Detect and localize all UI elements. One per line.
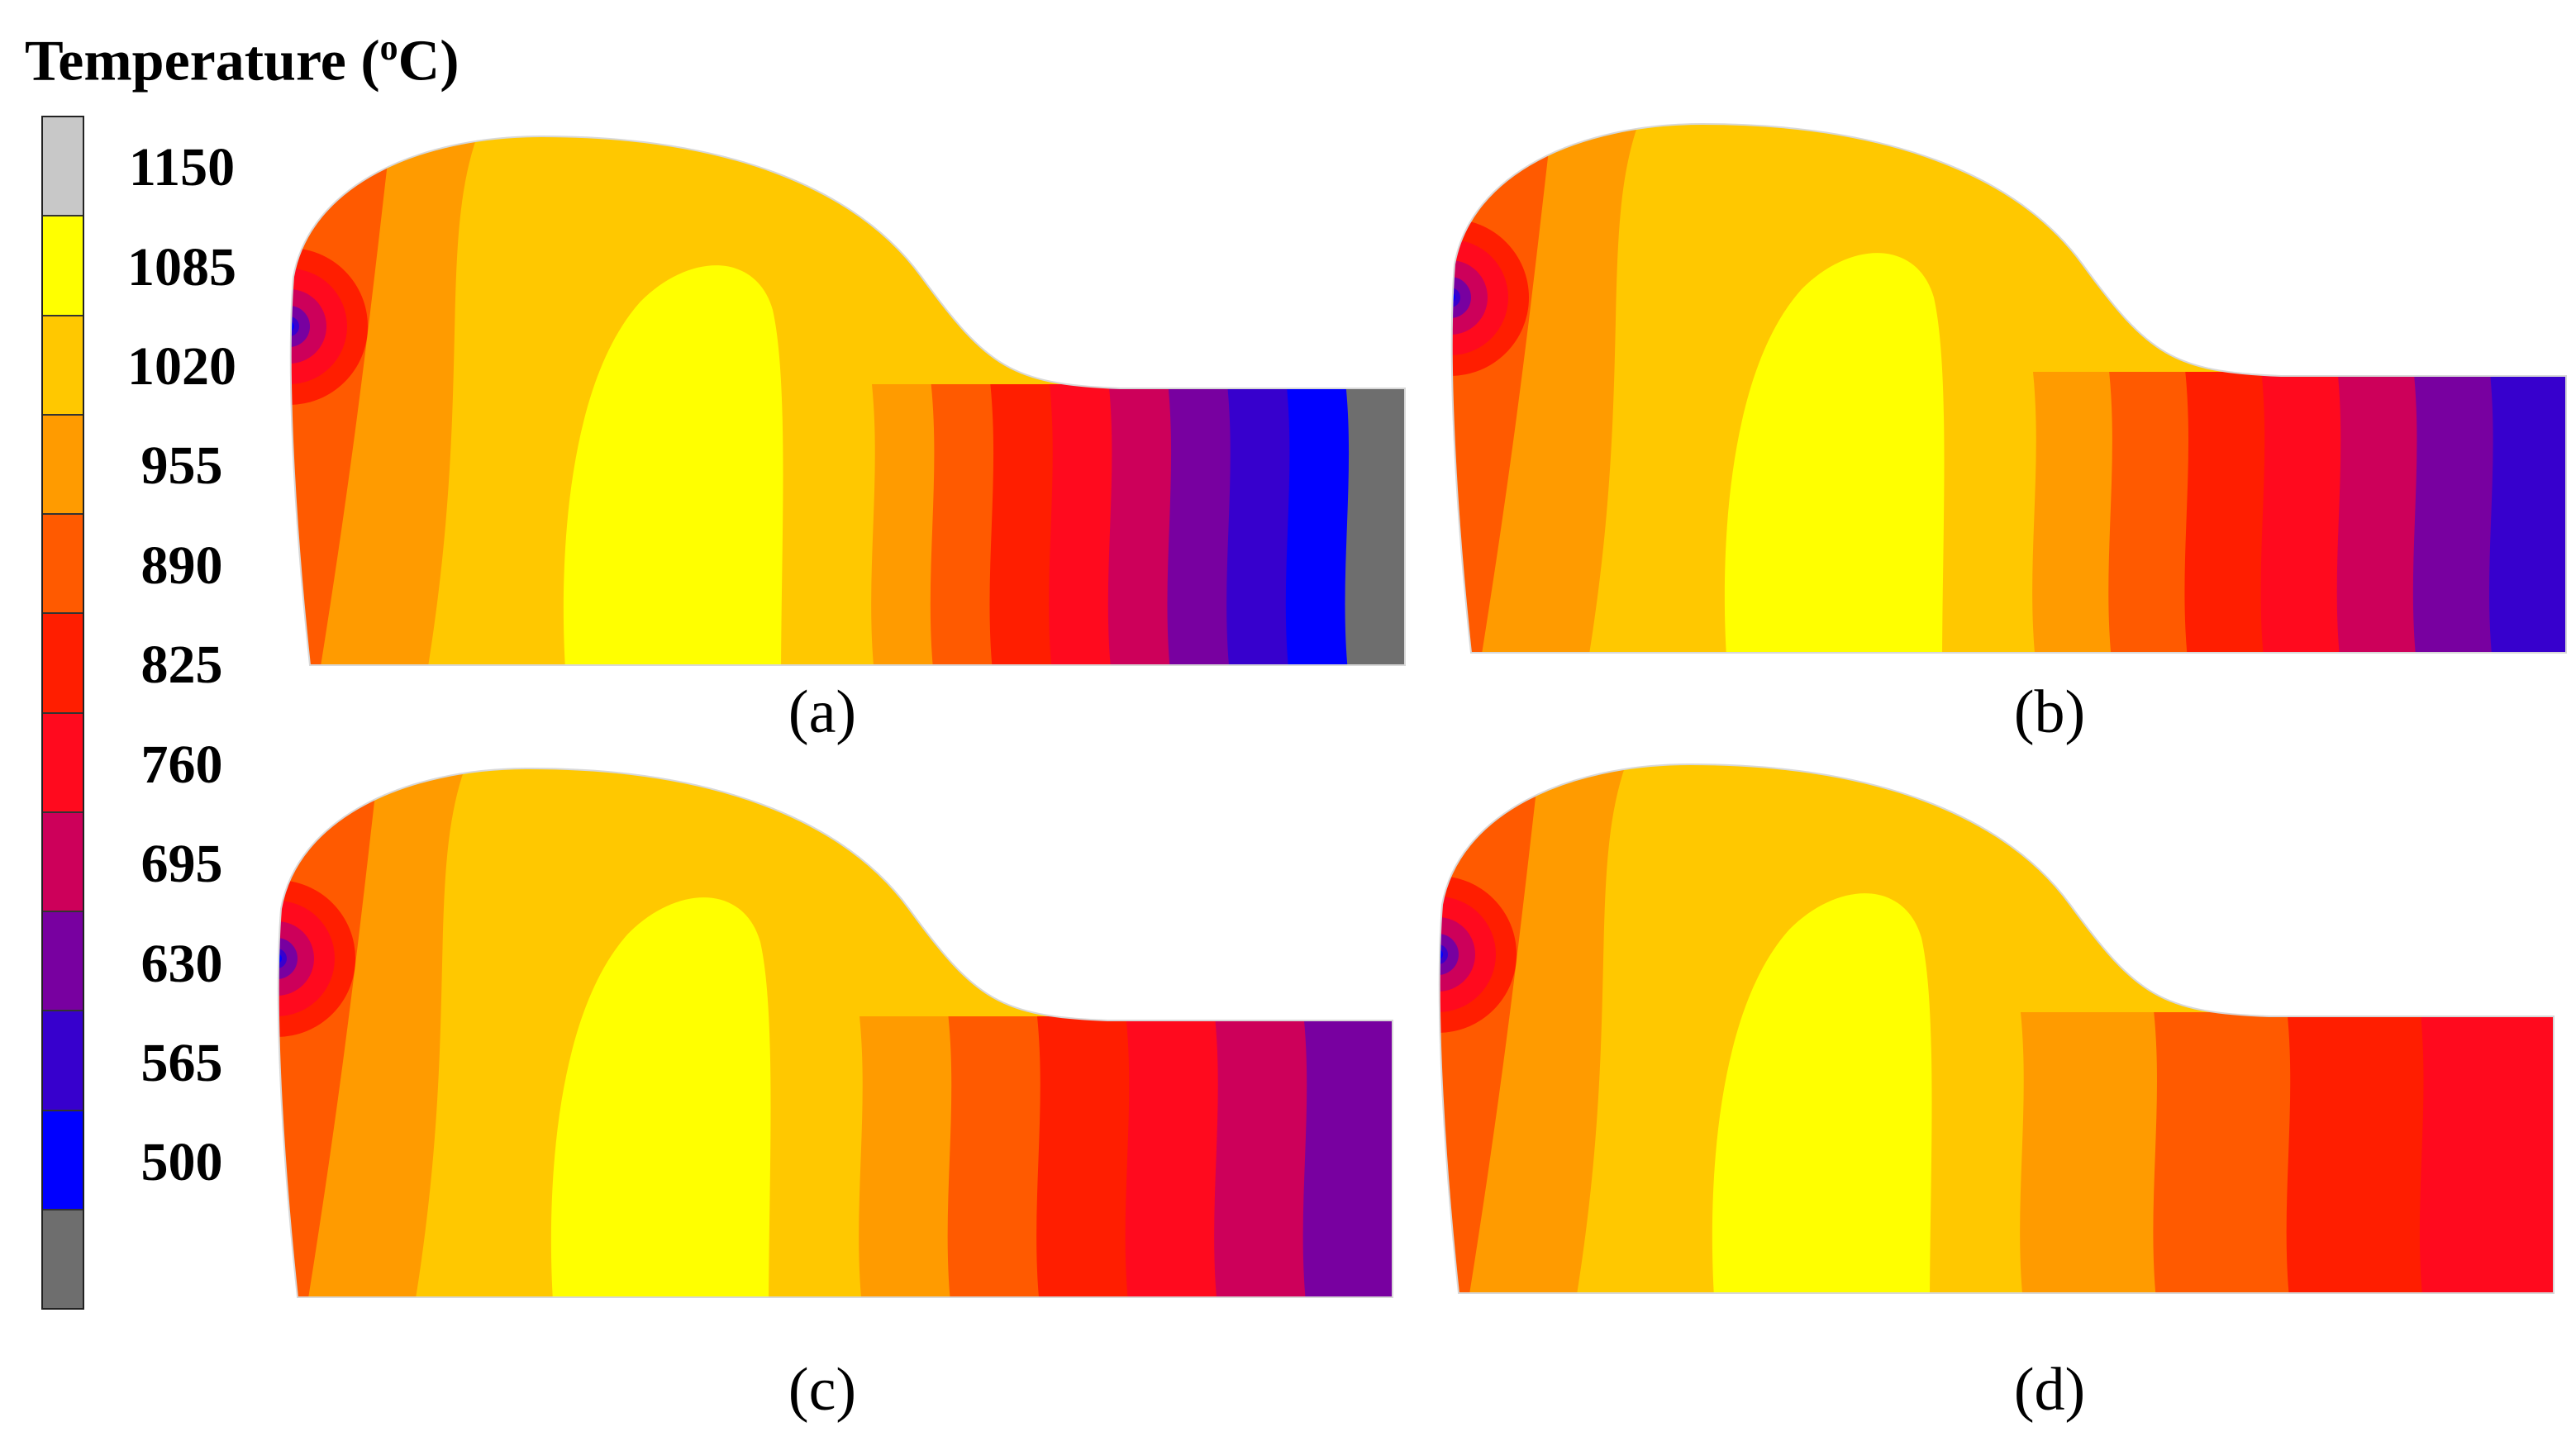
colorbar-tick-label: 955 [140, 435, 223, 497]
colorbar-cell [43, 515, 83, 615]
panel-b [1450, 122, 2567, 654]
colorbar-tick-label: 695 [140, 834, 223, 895]
colorbar-cell [43, 316, 83, 416]
colorbar-cell [43, 415, 83, 515]
colorbar-tick-label: 565 [140, 1032, 223, 1093]
colorbar-tick-label: 760 [140, 734, 223, 795]
colorbar-tick-label: 825 [140, 635, 223, 696]
colorbar-tick-label: 1085 [127, 236, 236, 297]
colorbar-tick-label: 630 [140, 933, 223, 994]
legend-title: Temperature (oC) [25, 27, 459, 93]
colorbar-tick-label: 1020 [127, 336, 236, 397]
panel-label-d: (d) [2013, 1356, 2086, 1424]
colorbar-tick-label: 500 [140, 1132, 223, 1193]
colorbar-cell [43, 812, 83, 912]
colorbar-cell [43, 912, 83, 1012]
colorbar-cell [43, 1111, 83, 1211]
panel-label-b: (b) [2013, 678, 2086, 746]
colorbar-cell [43, 117, 83, 217]
colorbar-cell [43, 1210, 83, 1308]
colorbar [41, 116, 84, 1310]
panel-a [289, 135, 1406, 666]
panel-label-a: (a) [788, 678, 857, 746]
colorbar-cell [43, 1011, 83, 1111]
colorbar-cell [43, 713, 83, 813]
panel-c [277, 767, 1393, 1298]
colorbar-cell [43, 216, 83, 316]
panel-d [1438, 763, 2555, 1294]
colorbar-tick-label: 890 [140, 535, 223, 596]
panel-label-c: (c) [788, 1356, 857, 1424]
colorbar-tick-label: 1150 [128, 137, 236, 198]
colorbar-cell [43, 614, 83, 714]
